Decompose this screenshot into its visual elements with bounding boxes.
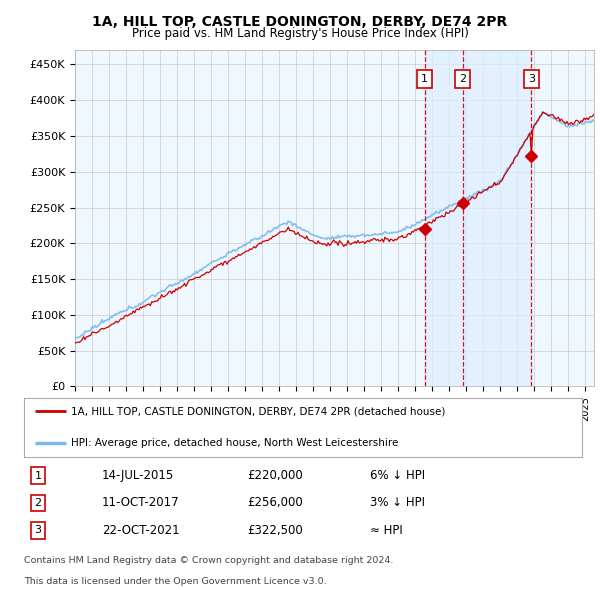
Text: 14-JUL-2015: 14-JUL-2015 (102, 469, 175, 482)
Text: Contains HM Land Registry data © Crown copyright and database right 2024.: Contains HM Land Registry data © Crown c… (24, 556, 394, 565)
Text: 3% ↓ HPI: 3% ↓ HPI (370, 496, 425, 510)
Text: 1: 1 (34, 471, 41, 481)
Text: This data is licensed under the Open Government Licence v3.0.: This data is licensed under the Open Gov… (24, 578, 326, 586)
Text: 2: 2 (34, 498, 41, 508)
Text: 1: 1 (421, 74, 428, 84)
Text: Price paid vs. HM Land Registry's House Price Index (HPI): Price paid vs. HM Land Registry's House … (131, 27, 469, 40)
Text: 3: 3 (528, 74, 535, 84)
Text: 3: 3 (34, 525, 41, 535)
Text: £256,000: £256,000 (247, 496, 303, 510)
Text: £220,000: £220,000 (247, 469, 303, 482)
Text: 1A, HILL TOP, CASTLE DONINGTON, DERBY, DE74 2PR: 1A, HILL TOP, CASTLE DONINGTON, DERBY, D… (92, 15, 508, 30)
Text: £322,500: £322,500 (247, 524, 303, 537)
Text: HPI: Average price, detached house, North West Leicestershire: HPI: Average price, detached house, Nort… (71, 438, 399, 447)
Text: 22-OCT-2021: 22-OCT-2021 (102, 524, 180, 537)
Text: 11-OCT-2017: 11-OCT-2017 (102, 496, 180, 510)
Bar (425, 50, 531, 386)
Text: 6% ↓ HPI: 6% ↓ HPI (370, 469, 425, 482)
Text: 1A, HILL TOP, CASTLE DONINGTON, DERBY, DE74 2PR (detached house): 1A, HILL TOP, CASTLE DONINGTON, DERBY, D… (71, 407, 446, 416)
Text: 2: 2 (459, 74, 466, 84)
Text: ≈ HPI: ≈ HPI (370, 524, 403, 537)
